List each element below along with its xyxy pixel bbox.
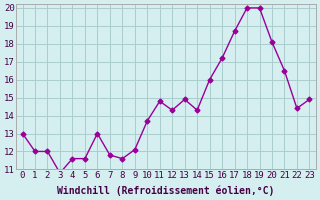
X-axis label: Windchill (Refroidissement éolien,°C): Windchill (Refroidissement éolien,°C) [57, 185, 275, 196]
